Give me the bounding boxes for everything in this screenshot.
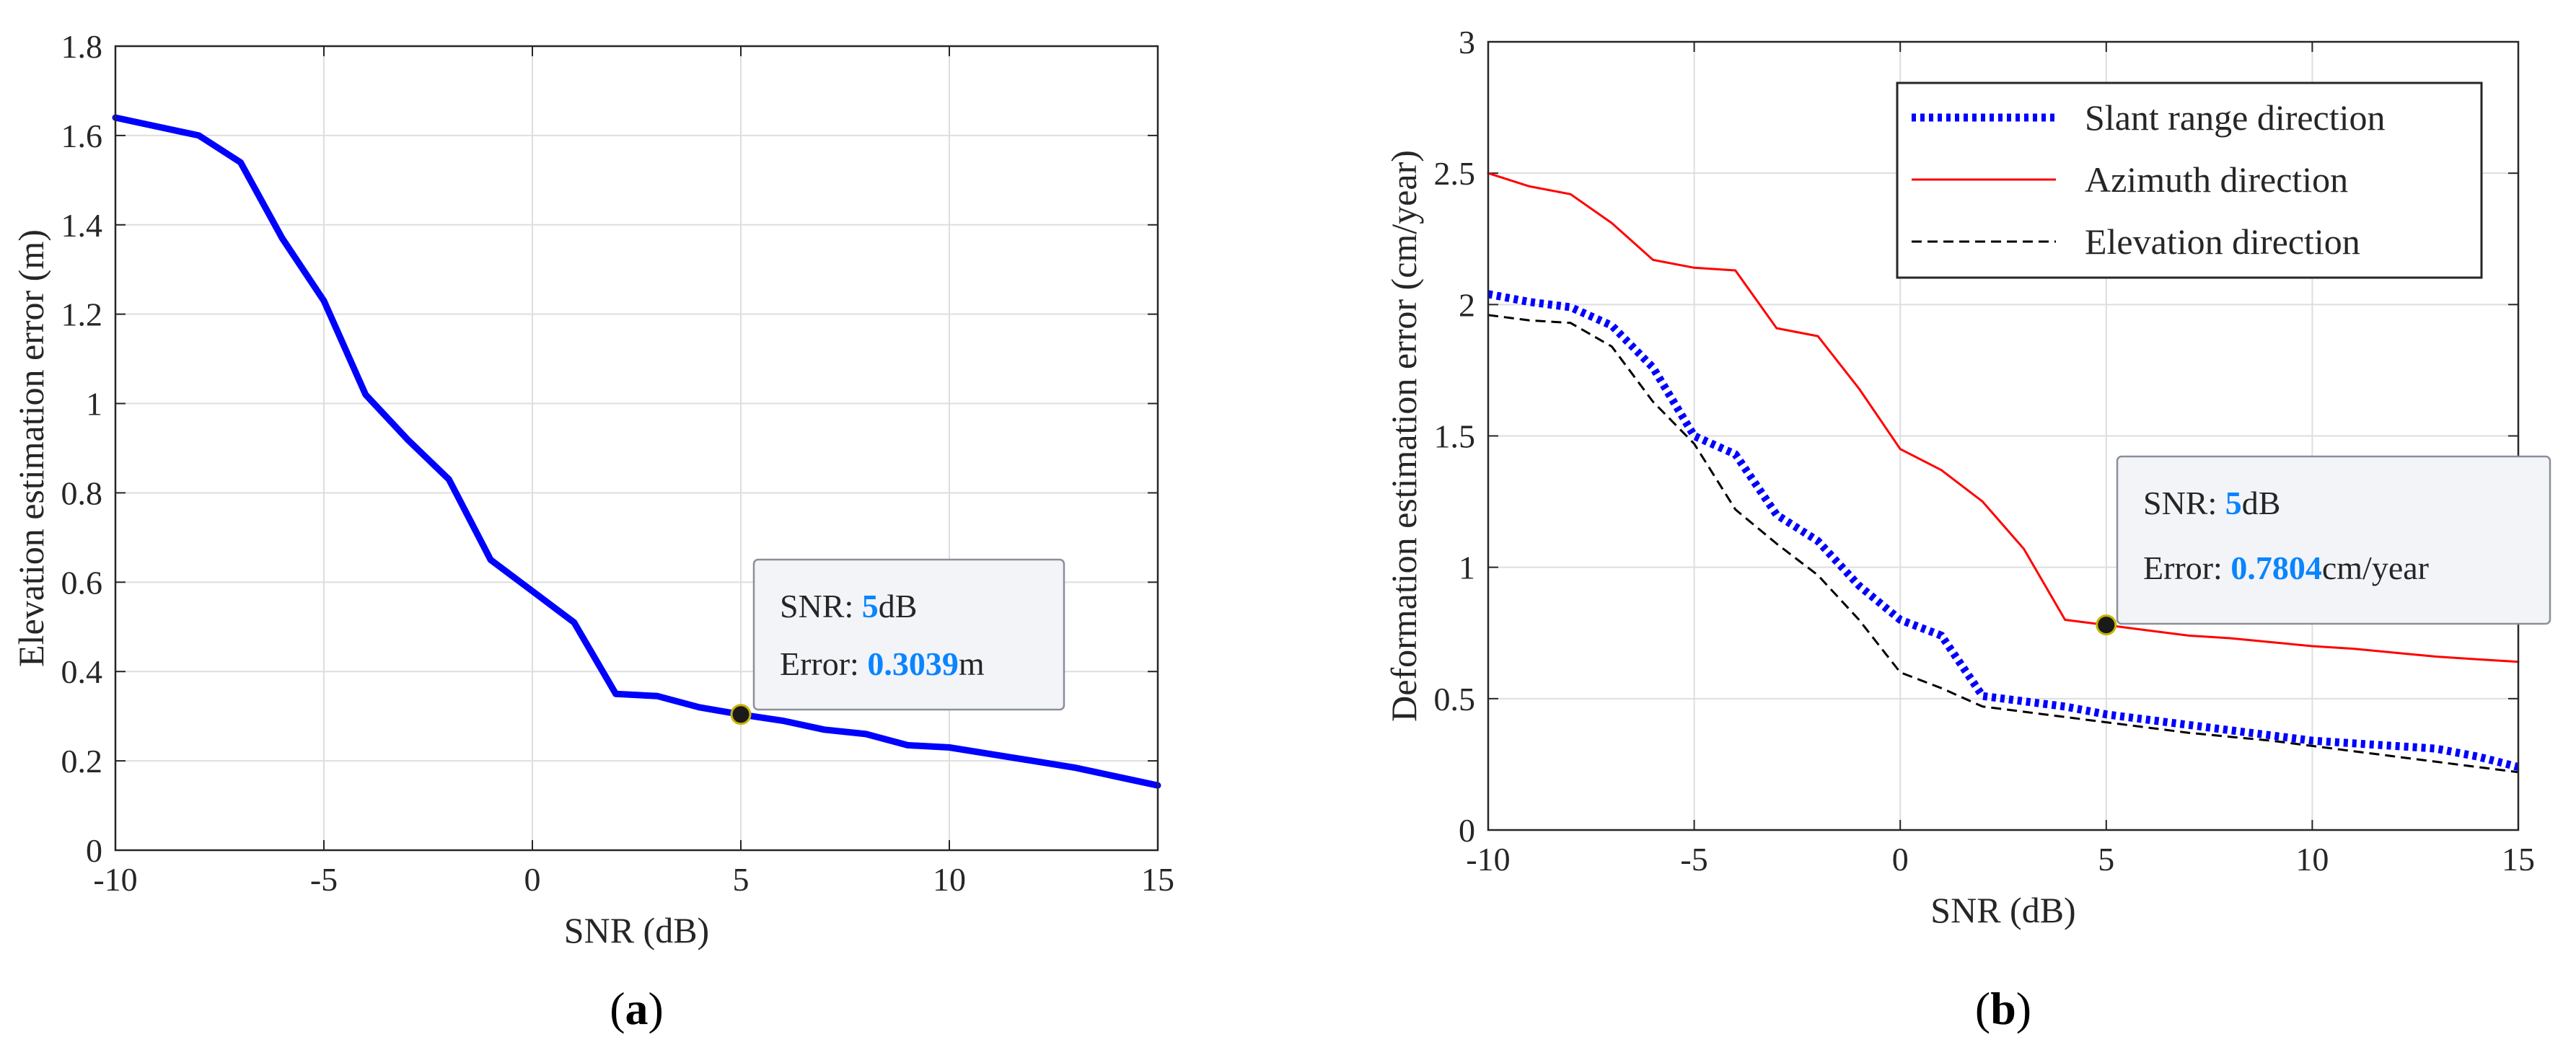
datatip-marker[interactable] bbox=[730, 704, 752, 725]
x-tick-label: 0 bbox=[1892, 841, 1909, 878]
datatip-snr-value: 5 bbox=[862, 588, 879, 624]
axes-frame bbox=[114, 45, 1159, 852]
plot-area bbox=[115, 46, 1158, 850]
datatip-snr-text: SNR: bbox=[780, 588, 862, 624]
panel-caption: (b) bbox=[1975, 983, 2031, 1034]
datatip-box bbox=[752, 558, 1065, 711]
y-tick-label: 1 bbox=[1459, 549, 1475, 586]
chart-panel-a: -10 -5 0 5 10 15 0 0.2 0.4 0.6 0.8 1 1.2 1.4 1.6 1.8 SNR… bbox=[11, 28, 1174, 1034]
y-tick-label: 1.6 bbox=[61, 118, 103, 154]
datatip-snr-text: dB bbox=[2242, 485, 2281, 521]
y-tick-label: 2.5 bbox=[1434, 155, 1476, 192]
x-axis-label: SNR (dB) bbox=[564, 910, 709, 950]
y-tick-label: 0.6 bbox=[61, 564, 103, 601]
datatip-box bbox=[2116, 455, 2551, 625]
y-tick-label: 1.5 bbox=[1434, 418, 1476, 455]
y-tick-label: 3 bbox=[1459, 24, 1475, 61]
datatip-line-snr: SNR: 5dB bbox=[2143, 485, 2280, 521]
x-tick-label: 0 bbox=[524, 861, 541, 898]
legend-entry: Elevation direction bbox=[2085, 221, 2360, 262]
datatip-error-value: 0.3039 bbox=[867, 645, 959, 682]
y-axis-label: Elevation estimation error (m) bbox=[11, 229, 51, 667]
y-tick-label: 0.5 bbox=[1434, 681, 1476, 718]
legend-entry: Azimuth direction bbox=[2085, 159, 2348, 200]
panel-caption-paren: ) bbox=[2016, 983, 2031, 1034]
datatip-snr-value: 5 bbox=[2225, 485, 2242, 521]
panel-caption-paren: ( bbox=[610, 983, 625, 1034]
datatip-error-text: cm/year bbox=[2322, 549, 2429, 586]
y-tick-label: 1.2 bbox=[61, 296, 103, 333]
y-tick-label: 2 bbox=[1459, 286, 1475, 323]
panel-caption-letter: a bbox=[625, 983, 649, 1034]
y-tick-label: 0.2 bbox=[61, 743, 103, 780]
datatip-line-snr: SNR: 5dB bbox=[780, 588, 917, 624]
datatip[interactable]: SNR: 5dB Error: 0.3039m bbox=[730, 558, 1065, 725]
panel-caption-letter: b bbox=[1990, 983, 2016, 1034]
legend: Slant range direction Azimuth direction El… bbox=[1896, 81, 2483, 279]
datatip-line-error: Error: 0.7804cm/year bbox=[2143, 549, 2429, 586]
series-line-elevation-estimation-error bbox=[112, 114, 1161, 789]
datatip-error-text: Error: bbox=[780, 645, 867, 682]
x-tick-label: 10 bbox=[2295, 841, 2329, 878]
chart-panel-b: -10 -5 0 5 10 15 0 0.5 1 1.5 2 2.5 3 SNR (dB) Deformat… bbox=[1384, 24, 2551, 1034]
y-tick-label: 0 bbox=[86, 832, 102, 869]
x-tick-label: -10 bbox=[1466, 841, 1510, 878]
x-tick-label: -10 bbox=[93, 861, 137, 898]
y-tick-label: 0.8 bbox=[61, 474, 103, 511]
datatip-snr-text: SNR: bbox=[2143, 485, 2225, 521]
x-tick-label: -5 bbox=[310, 861, 338, 898]
x-tick-label: -5 bbox=[1680, 841, 1707, 878]
axes-frame bbox=[1487, 40, 2520, 831]
panel-caption-paren: ) bbox=[649, 983, 664, 1034]
x-tick-label: 15 bbox=[2502, 841, 2535, 878]
series-line-elevation-direction bbox=[1487, 314, 2519, 774]
y-tick-label: 0 bbox=[1459, 812, 1475, 849]
x-axis-label: SNR (dB) bbox=[1930, 890, 2075, 930]
panel-caption-paren: ( bbox=[1975, 983, 1990, 1034]
y-tick-label: 1.8 bbox=[61, 28, 103, 65]
datatip-line-error: Error: 0.3039m bbox=[780, 645, 985, 682]
datatip-error-text: m bbox=[959, 645, 985, 682]
x-tick-label: 5 bbox=[733, 861, 749, 898]
x-tick-label: 15 bbox=[1141, 861, 1174, 898]
x-tick-label: 10 bbox=[933, 861, 966, 898]
series-line-azimuth-direction bbox=[1487, 172, 2520, 663]
y-tick-label: 0.4 bbox=[61, 653, 103, 690]
datatip-marker[interactable] bbox=[2096, 614, 2117, 636]
datatip-error-value: 0.7804 bbox=[2230, 549, 2322, 586]
y-tick-label: 1.4 bbox=[61, 207, 103, 244]
datatip-error-text: Error: bbox=[2143, 549, 2230, 586]
panel-caption: (a) bbox=[610, 983, 664, 1034]
y-tick-label: 1 bbox=[86, 386, 102, 423]
y-axis-label: Deformation estimation error (cm/year) bbox=[1384, 150, 1424, 722]
datatip[interactable]: SNR: 5dB Error: 0.7804cm/year bbox=[2096, 455, 2551, 636]
datatip-snr-text: dB bbox=[879, 588, 918, 624]
legend-entry: Slant range direction bbox=[2085, 97, 2386, 138]
series-line-slant-range-direction bbox=[1487, 290, 2520, 771]
x-tick-label: 5 bbox=[2098, 841, 2114, 878]
